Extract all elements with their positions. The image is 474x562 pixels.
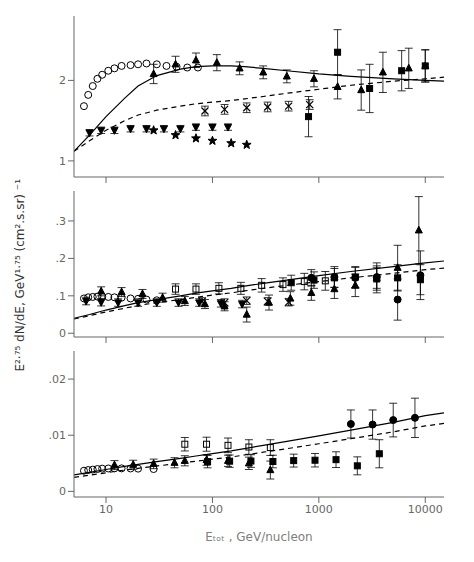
svg-text:.02: .02 (49, 373, 67, 386)
svg-text:.01: .01 (49, 429, 67, 442)
svg-text:.2: .2 (56, 252, 67, 265)
svg-text:10: 10 (99, 503, 113, 516)
html-text:E²·⁷⁵ dN/dE, GeV¹·⁷⁵ (cm².s.sr: E²·⁷⁵ dN/dE, GeV¹·⁷⁵ (cm².s.sr) ⁻¹ (13, 179, 27, 372)
svg-text:10000: 10000 (408, 503, 443, 516)
svg-text:1: 1 (59, 155, 66, 168)
svg-text:Eₜₒₜ , GeV/nucleon: Eₜₒₜ , GeV/nucleon (205, 530, 312, 543)
svg-text:2: 2 (59, 74, 66, 87)
svg-text:0: 0 (59, 327, 66, 340)
svg-text:.3: .3 (56, 215, 67, 228)
svg-text:0: 0 (59, 485, 66, 498)
svg-text:.1: .1 (56, 290, 67, 303)
svg-text:100: 100 (202, 503, 223, 516)
svg-text:1000: 1000 (305, 503, 333, 516)
